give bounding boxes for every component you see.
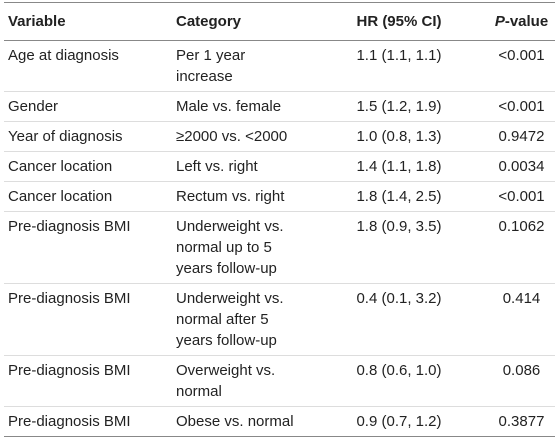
- table-cell: 0.8 (0.6, 1.0): [356, 362, 442, 379]
- table-cell: <0.001: [498, 188, 545, 205]
- cell-line: years follow-up: [176, 332, 277, 349]
- table-cell: 0.9 (0.7, 1.2): [356, 413, 442, 430]
- header-cell: P-value: [488, 2, 555, 41]
- table-row: Cancer location Left vs. right 1.4 (1.1, 1…: [4, 152, 555, 182]
- cell-line: Male vs. female: [176, 98, 282, 115]
- table-cell: Male vs. female: [172, 92, 310, 122]
- table-cell: 1.5 (1.2, 1.9): [356, 98, 442, 115]
- table-cell: Left vs. right: [172, 152, 310, 182]
- cell-line: normal up to 5: [176, 239, 272, 256]
- cell-line: years follow-up: [176, 260, 277, 277]
- table-cell: 0.0034: [498, 158, 545, 175]
- cell-line: Underweight vs.: [176, 218, 284, 235]
- table-row: Cancer location Rectum vs. right 1.8 (1.4,…: [4, 182, 555, 212]
- table-cell: <0.001: [498, 98, 545, 115]
- table-row: Pre-diagnosis BMI Underweight vs. normal a…: [4, 284, 555, 356]
- table-row: Pre-diagnosis BMI Obese vs. normal 0.9 (0.…: [4, 407, 555, 437]
- table-cell: 1.8 (1.4, 2.5): [356, 188, 442, 205]
- table-row: Year of diagnosis ≥2000 vs. <2000 1.0 (0.8…: [4, 122, 555, 152]
- table-cell: Per 1 year increase: [172, 41, 310, 92]
- table-cell: 0.1062: [498, 218, 545, 235]
- header-cell: Category: [172, 2, 310, 41]
- table-cell: Year of diagnosis: [8, 128, 123, 145]
- results-table: Variable Category HR (95% CI) P-value Age a…: [4, 2, 555, 437]
- table-cell: 1.1 (1.1, 1.1): [356, 47, 442, 64]
- table-header: Variable Category HR (95% CI) P-value: [4, 2, 555, 41]
- table-cell: Obese vs. normal: [172, 407, 310, 437]
- table-cell: 0.9472: [498, 128, 545, 145]
- table-cell: Age at diagnosis: [8, 47, 119, 64]
- table-cell: 1.0 (0.8, 1.3): [356, 128, 442, 145]
- table-cell: <0.001: [498, 47, 545, 64]
- table-cell: 0.414: [502, 290, 541, 307]
- table-row: Pre-diagnosis BMI Overweight vs. normal 0.8…: [4, 356, 555, 407]
- table-row: Gender Male vs. female 1.5 (1.2, 1.9) <0.00…: [4, 92, 555, 122]
- header-row: Variable Category HR (95% CI) P-value: [4, 2, 555, 41]
- header-cell: Variable: [4, 2, 172, 41]
- cell-line: Rectum vs. right: [176, 188, 285, 205]
- cell-line: normal: [176, 383, 222, 400]
- table-row: Age at diagnosis Per 1 year increase 1.1 (1…: [4, 41, 555, 92]
- table-cell: 0.4 (0.1, 3.2): [356, 290, 442, 307]
- table-cell: Gender: [8, 98, 59, 115]
- cell-line: Overweight vs.: [176, 362, 276, 379]
- cell-line: Left vs. right: [176, 158, 258, 175]
- table-cell: 1.8 (0.9, 3.5): [356, 218, 442, 235]
- cell-line: normal after 5: [176, 311, 269, 328]
- table-cell: Pre-diagnosis BMI: [8, 362, 131, 379]
- table-cell: 1.4 (1.1, 1.8): [356, 158, 442, 175]
- table-cell: ≥2000 vs. <2000: [172, 122, 310, 152]
- cell-line: increase: [176, 68, 233, 85]
- table-cell: Underweight vs. normal up to 5 years follo…: [172, 212, 310, 284]
- table-cell: Pre-diagnosis BMI: [8, 290, 131, 307]
- table-cell: Cancer location: [8, 158, 113, 175]
- cell-line: ≥2000 vs. <2000: [176, 128, 288, 145]
- cell-line: Per 1 year: [176, 47, 246, 64]
- table-body: Age at diagnosis Per 1 year increase 1.1 (1…: [4, 41, 555, 437]
- table-cell: 0.086: [502, 362, 541, 379]
- header-cell: HR (95% CI): [310, 2, 488, 41]
- table-cell: Underweight vs. normal after 5 years follo…: [172, 284, 310, 356]
- table-cell: Pre-diagnosis BMI: [8, 218, 131, 235]
- table-cell: Rectum vs. right: [172, 182, 310, 212]
- table-cell: Overweight vs. normal: [172, 356, 310, 407]
- table-row: Pre-diagnosis BMI Underweight vs. normal u…: [4, 212, 555, 284]
- table-cell: Cancer location: [8, 188, 113, 205]
- cell-line: Obese vs. normal: [176, 413, 294, 430]
- table-cell: Pre-diagnosis BMI: [8, 413, 131, 430]
- cell-line: Underweight vs.: [176, 290, 284, 307]
- table-cell: 0.3877: [498, 413, 545, 430]
